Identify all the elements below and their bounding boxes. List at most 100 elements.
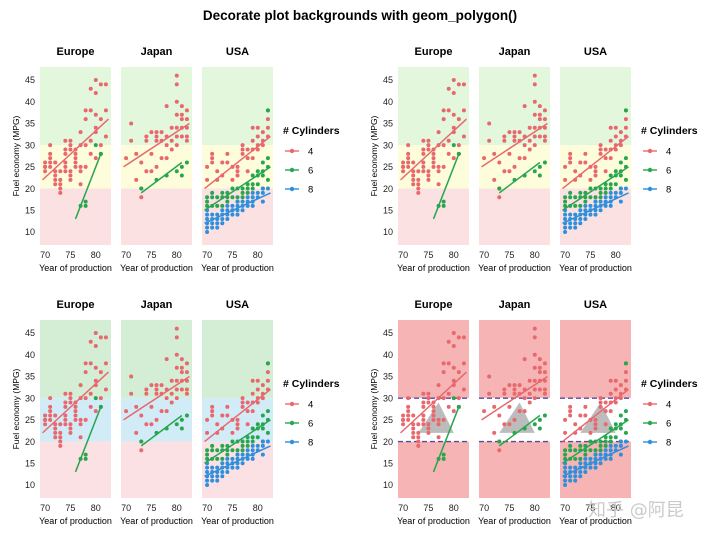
x-axis-label: Year of production: [201, 516, 274, 526]
y-tick-label: 15: [25, 458, 35, 468]
data-point-4-cyl: [179, 134, 184, 139]
data-point-4-cyl: [83, 108, 88, 113]
data-point-6-cyl: [174, 422, 179, 427]
data-point-4-cyl: [431, 151, 436, 156]
data-point-6-cyl: [210, 190, 215, 195]
data-point-8-cyl: [568, 221, 573, 226]
data-point-6-cyl: [568, 195, 573, 200]
x-tick-label: 70: [560, 250, 570, 260]
data-point-6-cyl: [245, 443, 250, 448]
y-tick-label: 15: [25, 205, 35, 215]
data-point-4-cyl: [451, 378, 456, 383]
data-point-8-cyl: [215, 478, 220, 483]
data-point-6-cyl: [250, 182, 255, 187]
data-point-8-cyl: [260, 199, 265, 204]
data-point-4-cyl: [164, 156, 169, 161]
x-tick-label: 70: [202, 503, 212, 513]
data-point-4-cyl: [411, 426, 416, 431]
data-point-4-cyl: [593, 169, 598, 174]
x-tick-label: 80: [253, 503, 263, 513]
data-point-4-cyl: [179, 365, 184, 370]
y-tick-label: 30: [383, 140, 393, 150]
data-point-4-cyl: [502, 138, 507, 143]
data-point-4-cyl: [174, 387, 179, 392]
data-point-4-cyl: [421, 138, 426, 143]
x-tick-label: 75: [585, 250, 595, 260]
data-point-4-cyl: [426, 430, 431, 435]
data-point-6-cyl: [618, 426, 623, 431]
data-point-4-cyl: [426, 173, 431, 178]
y-tick-label: 35: [383, 372, 393, 382]
y-tick-label: 15: [383, 458, 393, 468]
data-point-6-cyl: [230, 186, 235, 191]
data-point-4-cyl: [184, 108, 189, 113]
data-point-8-cyl: [220, 461, 225, 466]
data-point-4-cyl: [220, 413, 225, 418]
data-point-6-cyl: [215, 203, 220, 208]
data-point-4-cyl: [88, 151, 93, 156]
facet-europe: Europe 70 75 80 Year of production: [397, 46, 470, 273]
data-point-8-cyl: [563, 478, 568, 483]
data-point-4-cyl: [613, 125, 618, 130]
data-point-4-cyl: [497, 160, 502, 165]
y-axis-label: Fuel economy (MPG): [369, 368, 379, 449]
data-point-8-cyl: [260, 443, 265, 448]
x-tick-label: 75: [585, 503, 595, 513]
data-point-4-cyl: [154, 387, 159, 392]
legend-label-6: 6: [308, 418, 313, 429]
data-point-4-cyl: [441, 396, 446, 401]
data-point-4-cyl: [184, 125, 189, 130]
data-point-4-cyl: [174, 143, 179, 148]
data-point-4-cyl: [53, 169, 58, 174]
data-point-4-cyl: [240, 400, 245, 405]
data-point-8-cyl: [583, 203, 588, 208]
data-point-6-cyl: [230, 448, 235, 453]
data-point-4-cyl: [603, 147, 608, 152]
data-point-8-cyl: [603, 203, 608, 208]
data-point-8-cyl: [255, 443, 260, 448]
legend-key-point-4: [647, 148, 653, 154]
data-point-4-cyl: [598, 151, 603, 156]
data-point-4-cyl: [144, 169, 149, 174]
data-point-4-cyl: [623, 125, 628, 130]
data-point-4-cyl: [68, 177, 73, 182]
data-point-4-cyl: [426, 138, 431, 143]
data-point-6-cyl: [583, 199, 588, 204]
data-point-8-cyl: [613, 443, 618, 448]
data-point-4-cyl: [542, 134, 547, 139]
data-point-4-cyl: [446, 138, 451, 143]
data-point-4-cyl: [225, 160, 230, 165]
data-point-4-cyl: [159, 130, 164, 135]
data-point-4-cyl: [48, 413, 53, 418]
y-tick-label: 30: [383, 393, 393, 403]
facet-usa: USA 70 75 80 Year of production: [201, 46, 274, 273]
data-point-4-cyl: [507, 151, 512, 156]
data-point-4-cyl: [593, 173, 598, 178]
fit-line-8-cyl: [562, 445, 629, 477]
data-point-6-cyl: [265, 430, 270, 435]
y-tick-label: 45: [383, 75, 393, 85]
data-point-4-cyl: [255, 125, 260, 130]
data-point-8-cyl: [568, 212, 573, 217]
data-point-4-cyl: [512, 134, 517, 139]
data-point-4-cyl: [563, 417, 568, 422]
data-point-8-cyl: [230, 456, 235, 461]
data-point-4-cyl: [184, 378, 189, 383]
legend-label-6: 6: [666, 418, 671, 429]
data-point-8-cyl: [563, 225, 568, 230]
data-point-6-cyl: [563, 448, 568, 453]
data-point-4-cyl: [73, 404, 78, 409]
data-point-4-cyl: [527, 138, 532, 143]
data-point-4-cyl: [103, 82, 108, 87]
data-point-4-cyl: [537, 104, 542, 109]
data-point-4-cyl: [68, 422, 73, 427]
data-point-6-cyl: [497, 439, 502, 444]
data-point-8-cyl: [215, 465, 220, 470]
data-point-8-cyl: [593, 212, 598, 217]
data-point-6-cyl: [537, 164, 542, 169]
data-point-4-cyl: [416, 169, 421, 174]
y-tick-label: 40: [25, 350, 35, 360]
data-point-4-cyl: [482, 409, 487, 414]
data-point-6-cyl: [451, 143, 456, 148]
data-point-8-cyl: [563, 465, 568, 470]
